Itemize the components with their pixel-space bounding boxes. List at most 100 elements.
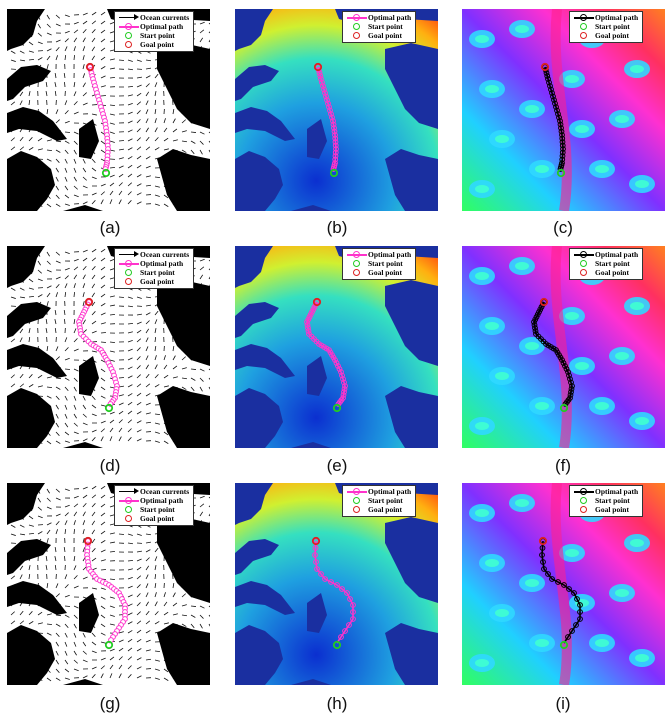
legend-entry-optimal-path: Optimal path <box>346 487 411 496</box>
legend-label: Ocean currents <box>140 487 190 496</box>
start-point-symbol-icon <box>346 22 368 31</box>
ocean-currents-symbol-icon <box>118 13 140 22</box>
goal-point-symbol-icon <box>346 268 368 277</box>
legend-entry-optimal-path: Optimal path <box>118 22 189 31</box>
legend-label: Goal point <box>595 505 629 514</box>
legend-entry-optimal-path: Optimal path <box>573 13 638 22</box>
ocean-currents-symbol-icon <box>118 487 140 496</box>
start-point-symbol-icon <box>346 496 368 505</box>
legend-label: Start point <box>368 22 403 31</box>
legend-entry-optimal-path: Optimal path <box>346 13 411 22</box>
legend-entry-start-point: Start point <box>573 496 638 505</box>
legend-entry-goal-point: Goal point <box>118 514 189 523</box>
legend-entry-optimal-path: Optimal path <box>118 259 189 268</box>
start-point-symbol-icon <box>346 259 368 268</box>
legend-label: Optimal path <box>595 250 639 259</box>
optimal-path-symbol-icon <box>573 13 595 22</box>
legend-label: Optimal path <box>368 250 412 259</box>
legend-label: Goal point <box>595 31 629 40</box>
legend-label: Optimal path <box>140 22 184 31</box>
optimal-path-symbol-icon <box>346 487 368 496</box>
legend-label: Optimal path <box>595 487 639 496</box>
legend-entry-goal-point: Goal point <box>346 505 411 514</box>
legend-entry-goal-point: Goal point <box>346 31 411 40</box>
start-point-symbol-icon <box>118 268 140 277</box>
legend-label: Goal point <box>368 505 402 514</box>
goal-point-symbol-icon <box>346 31 368 40</box>
legend-entry-start-point: Start point <box>118 31 189 40</box>
legend-label: Goal point <box>140 277 174 286</box>
caption-a: (a) <box>99 218 121 237</box>
goal-point-symbol-icon <box>573 268 595 277</box>
legend-entry-goal-point: Goal point <box>573 31 638 40</box>
legend-entry-goal-point: Goal point <box>118 277 189 286</box>
legend-entry-optimal-path: Optimal path <box>573 487 638 496</box>
legend: Ocean currents Optimal path Start point Goa… <box>114 11 195 52</box>
optimal-path-symbol-icon <box>573 250 595 259</box>
legend-label: Optimal path <box>368 13 412 22</box>
legend-label: Optimal path <box>595 13 639 22</box>
start-point-symbol-icon <box>118 505 140 514</box>
panel-f-plot <box>462 246 665 448</box>
legend-label: Start point <box>368 259 403 268</box>
legend-entry-ocean-currents: Ocean currents <box>118 487 189 496</box>
panel-c: Optimal path Start point Goal point <box>462 9 665 211</box>
panel-e: Optimal path Start point Goal point <box>235 246 438 448</box>
ocean-currents-symbol-icon <box>118 250 140 259</box>
legend-entry-goal-point: Goal point <box>573 268 638 277</box>
caption-d: (d) <box>99 456 121 475</box>
legend-label: Goal point <box>368 31 402 40</box>
legend-label: Start point <box>140 505 175 514</box>
legend-label: Ocean currents <box>140 13 190 22</box>
legend-entry-goal-point: Goal point <box>573 505 638 514</box>
legend-entry-ocean-currents: Ocean currents <box>118 13 189 22</box>
legend-entry-goal-point: Goal point <box>118 40 189 49</box>
optimal-path-symbol-icon <box>573 487 595 496</box>
optimal-path-symbol-icon <box>118 259 140 268</box>
caption-c: (c) <box>553 218 573 237</box>
legend-entry-optimal-path: Optimal path <box>346 250 411 259</box>
start-point-symbol-icon <box>573 496 595 505</box>
legend-entry-start-point: Start point <box>118 505 189 514</box>
legend-entry-start-point: Start point <box>346 496 411 505</box>
caption-h: (h) <box>326 694 348 713</box>
panel-a: Ocean currents Optimal path Start point Goa… <box>7 9 210 211</box>
goal-point-symbol-icon <box>346 505 368 514</box>
legend-entry-optimal-path: Optimal path <box>573 250 638 259</box>
legend-label: Optimal path <box>140 496 184 505</box>
optimal-path-symbol-icon <box>346 250 368 259</box>
panel-b: Optimal path Start point Goal point <box>235 9 438 211</box>
optimal-path-symbol-icon <box>118 496 140 505</box>
legend: Optimal path Start point Goal point <box>569 11 644 43</box>
goal-point-symbol-icon <box>118 40 140 49</box>
caption-i: (i) <box>555 694 571 713</box>
start-point-symbol-icon <box>573 259 595 268</box>
start-point-symbol-icon <box>118 31 140 40</box>
goal-point-symbol-icon <box>573 31 595 40</box>
caption-b: (b) <box>326 218 348 237</box>
legend-entry-start-point: Start point <box>346 22 411 31</box>
legend-label: Optimal path <box>368 487 412 496</box>
legend-entry-ocean-currents: Ocean currents <box>118 250 189 259</box>
panel-f: Optimal path Start point Goal point <box>462 246 665 448</box>
legend-label: Start point <box>140 268 175 277</box>
panel-i: Optimal path Start point Goal point <box>462 483 665 685</box>
legend-label: Goal point <box>368 268 402 277</box>
legend-label: Start point <box>140 31 175 40</box>
goal-point-symbol-icon <box>118 514 140 523</box>
legend: Optimal path Start point Goal point <box>342 485 417 517</box>
start-point-symbol-icon <box>573 22 595 31</box>
legend-entry-start-point: Start point <box>346 259 411 268</box>
legend-label: Start point <box>368 496 403 505</box>
legend-entry-optimal-path: Optimal path <box>118 496 189 505</box>
legend-label: Goal point <box>595 268 629 277</box>
legend: Optimal path Start point Goal point <box>569 248 644 280</box>
legend: Optimal path Start point Goal point <box>569 485 644 517</box>
legend: Optimal path Start point Goal point <box>342 248 417 280</box>
caption-g: (g) <box>99 694 121 713</box>
caption-e: (e) <box>326 456 348 475</box>
legend-entry-goal-point: Goal point <box>346 268 411 277</box>
legend-entry-start-point: Start point <box>573 22 638 31</box>
legend-label: Goal point <box>140 514 174 523</box>
goal-point-symbol-icon <box>573 505 595 514</box>
